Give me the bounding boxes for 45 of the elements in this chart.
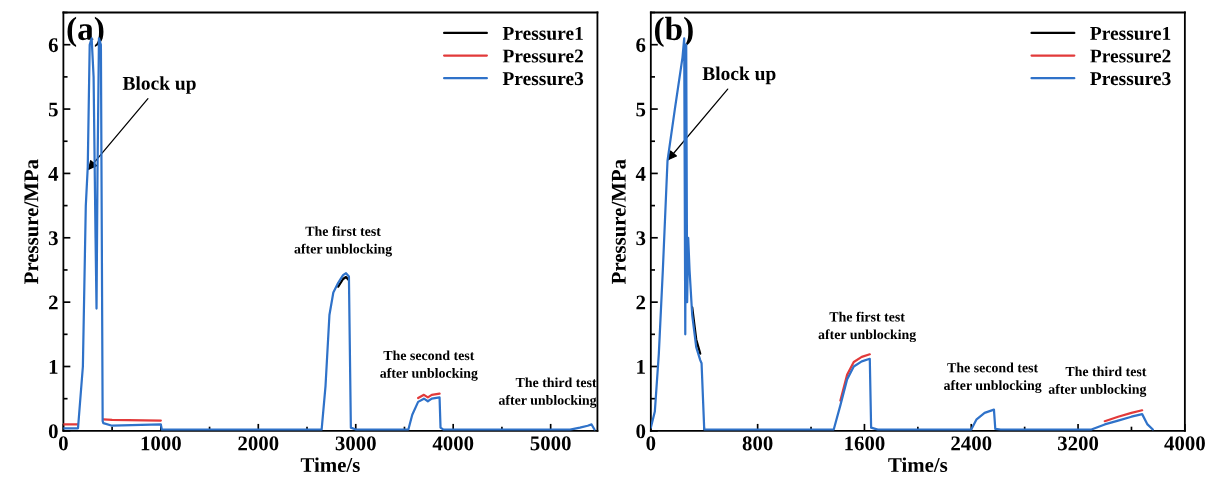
legend-label: Pressure2 <box>1090 49 1171 63</box>
y-tick-label: 0 <box>48 424 58 439</box>
annotation: The first test after unblocking <box>294 226 393 257</box>
x-tick-label: 4000 <box>432 436 474 451</box>
annotation: (b) <box>654 16 693 47</box>
x-tick-label: 2400 <box>951 436 992 451</box>
y-tick-label: 3 <box>636 231 646 246</box>
x-tick-label: 0 <box>646 436 656 451</box>
annotation: Block up <box>122 76 196 94</box>
legend-label: Pressure1 <box>502 26 583 40</box>
annotation: Block up <box>702 66 776 85</box>
x-axis-title: Time/s <box>300 457 360 473</box>
x-tick-label: 4000 <box>1164 436 1205 451</box>
annotation: The third test after unblocking <box>1048 366 1147 397</box>
annotation: The third test after unblocking <box>498 377 597 408</box>
y-tick-label: 1 <box>637 359 645 374</box>
y-axis-title: Pressure/MPa <box>24 159 39 285</box>
y-tick-label: 2 <box>48 295 58 310</box>
annotation: (a) <box>67 16 104 47</box>
legend-label: Pressure3 <box>1090 72 1171 86</box>
annotation: The first test after unblocking <box>818 311 917 343</box>
legend-label: Pressure3 <box>502 72 584 86</box>
x-tick-label: 3200 <box>1058 436 1099 451</box>
annotation: The second test after unblocking <box>943 362 1042 393</box>
y-tick-label: 3 <box>48 231 58 246</box>
x-tick-label: 3000 <box>335 436 376 451</box>
legend-label: Pressure1 <box>1090 26 1171 40</box>
legend-label: Pressure2 <box>502 49 583 63</box>
x-tick-label: 1600 <box>845 436 885 451</box>
x-tick-label: 1000 <box>141 436 181 451</box>
y-axis-title: Pressure/MPa <box>611 159 626 285</box>
x-tick-label: 800 <box>742 436 773 451</box>
y-tick-label: 5 <box>48 102 58 117</box>
y-tick-label: 5 <box>636 102 646 117</box>
y-tick-label: 4 <box>635 166 646 181</box>
annotation: The second test after unblocking <box>380 350 478 381</box>
y-tick-label: 4 <box>48 166 59 181</box>
x-tick-label: 2000 <box>238 436 279 451</box>
y-tick-label: 6 <box>636 38 646 53</box>
x-axis-title: Time/s <box>888 457 948 473</box>
x-tick-label: 5000 <box>530 436 571 451</box>
y-tick-label: 1 <box>49 359 58 374</box>
y-tick-label: 6 <box>48 38 58 53</box>
y-tick-label: 0 <box>636 424 646 439</box>
y-tick-label: 2 <box>636 295 646 310</box>
